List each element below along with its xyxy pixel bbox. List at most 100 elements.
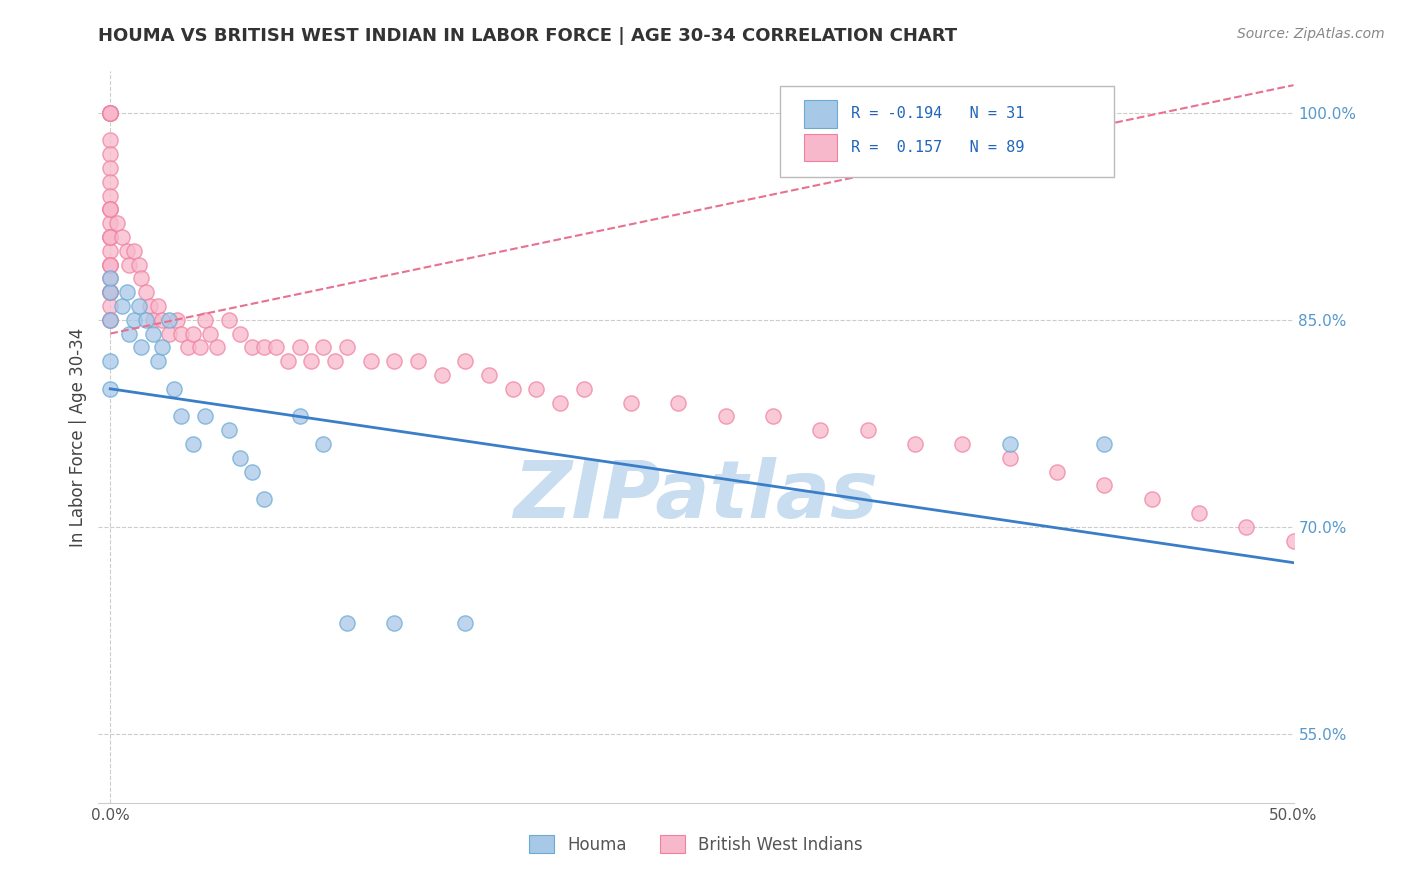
Point (146, 299, 169, 313)
Point (98, 105, 121, 120)
Point (1092, 437, 1115, 451)
Point (98, 216, 121, 230)
Point (181, 437, 204, 451)
Point (98, 105, 121, 120)
FancyBboxPatch shape (779, 86, 1115, 178)
Point (98, 271, 121, 285)
Point (118, 326, 141, 341)
Point (299, 354, 322, 368)
Point (98, 175, 121, 189)
Point (548, 395, 571, 409)
Point (950, 437, 973, 451)
Point (198, 326, 221, 341)
Point (1330, 548, 1353, 562)
Text: ZIPatlas: ZIPatlas (513, 457, 879, 534)
Point (98, 258, 121, 272)
Point (98, 354, 121, 368)
Point (129, 271, 152, 285)
Point (98, 105, 121, 120)
Point (524, 382, 547, 396)
Point (666, 395, 689, 409)
Point (264, 340, 287, 354)
Point (115, 244, 138, 258)
Point (170, 409, 193, 424)
Point (336, 616, 359, 631)
Point (188, 340, 211, 354)
Point (98, 202, 121, 217)
Point (998, 450, 1021, 465)
Point (135, 285, 157, 300)
Point (98, 312, 121, 326)
Point (312, 340, 335, 354)
Point (312, 437, 335, 451)
Point (856, 423, 879, 437)
Point (808, 423, 831, 437)
Point (98, 285, 121, 300)
Point (98, 105, 121, 120)
Point (253, 492, 276, 507)
Point (142, 326, 165, 341)
Point (98, 230, 121, 244)
Point (122, 312, 145, 326)
Point (502, 382, 524, 396)
Point (205, 340, 228, 354)
Point (336, 340, 359, 354)
Point (150, 340, 173, 354)
Y-axis label: In Labor Force | Age 30-34: In Labor Force | Age 30-34 (69, 327, 87, 547)
Point (122, 244, 145, 258)
Point (998, 437, 1021, 451)
Point (1282, 533, 1305, 548)
Point (218, 312, 240, 326)
Point (98, 230, 121, 244)
Point (1376, 561, 1399, 575)
Point (170, 326, 193, 341)
Point (323, 354, 346, 368)
Text: HOUMA VS BRITISH WEST INDIAN IN LABOR FORCE | AGE 30-34 CORRELATION CHART: HOUMA VS BRITISH WEST INDIAN IN LABOR FO… (98, 27, 957, 45)
Point (714, 409, 737, 424)
FancyBboxPatch shape (804, 134, 837, 161)
Point (478, 368, 501, 382)
Point (98, 258, 121, 272)
Point (98, 202, 121, 217)
Point (253, 340, 276, 354)
Point (98, 202, 121, 217)
Point (382, 616, 405, 631)
Point (98, 285, 121, 300)
Point (360, 354, 382, 368)
Point (1234, 520, 1257, 534)
Point (98, 312, 121, 326)
Point (163, 382, 186, 396)
Point (128, 258, 150, 272)
Point (1188, 506, 1211, 520)
Point (218, 423, 240, 437)
Point (1092, 478, 1115, 492)
Point (139, 299, 162, 313)
Point (194, 409, 217, 424)
Legend: Houma, British West Indians: Houma, British West Indians (522, 829, 870, 860)
Point (430, 368, 453, 382)
Point (98, 105, 121, 120)
Point (118, 258, 141, 272)
Point (135, 312, 157, 326)
Point (142, 312, 165, 326)
Point (194, 312, 217, 326)
Point (98, 299, 121, 313)
Point (382, 354, 405, 368)
Point (98, 244, 121, 258)
Point (157, 312, 180, 326)
Point (98, 382, 121, 396)
Point (1046, 465, 1069, 479)
Point (177, 340, 200, 354)
Point (288, 340, 311, 354)
Point (98, 105, 121, 120)
Point (98, 285, 121, 300)
Point (98, 105, 121, 120)
Point (454, 616, 477, 631)
Point (111, 299, 134, 313)
Point (98, 271, 121, 285)
Point (128, 299, 150, 313)
Point (1140, 492, 1163, 507)
FancyBboxPatch shape (804, 100, 837, 128)
Point (115, 285, 138, 300)
Text: R = -0.194   N = 31: R = -0.194 N = 31 (852, 106, 1025, 121)
